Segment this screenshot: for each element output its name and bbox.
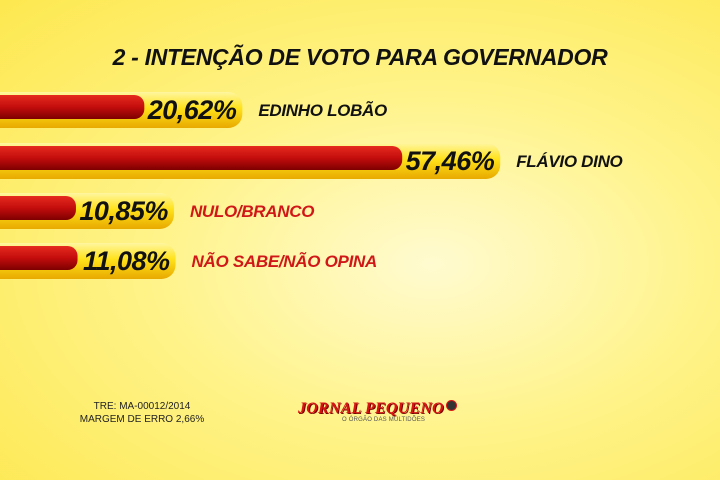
bar-value-label-0: 20,62%	[147, 95, 237, 125]
bar-value-2	[0, 196, 76, 220]
logo-tagline: O ÓRGÃO DAS MULTIDÕES	[342, 417, 426, 423]
footnote-registration: TRE: MA-00012/2014	[93, 401, 191, 412]
footnote-margin-of-error: MARGEM DE ERRO 2,66%	[79, 414, 205, 425]
bar-category-label-3: NÃO SABE/NÃO OPINA	[192, 251, 377, 271]
bar-value-label-3: 11,08%	[83, 246, 170, 276]
bar-value-label-2: 10,85%	[79, 196, 168, 226]
footnote: TRE: MA-00012/2014 MARGEM DE ERRO 2,66%	[76, 400, 208, 426]
bar-category-label-0: EDINHO LOBÃO	[258, 100, 387, 120]
chart-title: 2 - INTENÇÃO DE VOTO PARA GOVERNADOR	[112, 44, 608, 70]
bar-value-label-1: 57,46%	[406, 146, 495, 176]
bar-value-3	[0, 246, 78, 270]
bar-category-label-1: FLÁVIO DINO	[516, 152, 622, 171]
logo-name: JORNAL PEQUENO	[298, 400, 444, 417]
bar-category-label-2: NULO/BRANCO	[190, 202, 314, 221]
jornal-pequeno-logo: JORNAL PEQUENO O ÓRGÃO DAS MULTIDÕES	[298, 400, 457, 440]
logo-dot-icon	[445, 400, 457, 411]
bar-value-1	[0, 146, 403, 170]
bar-value-0	[0, 95, 145, 119]
